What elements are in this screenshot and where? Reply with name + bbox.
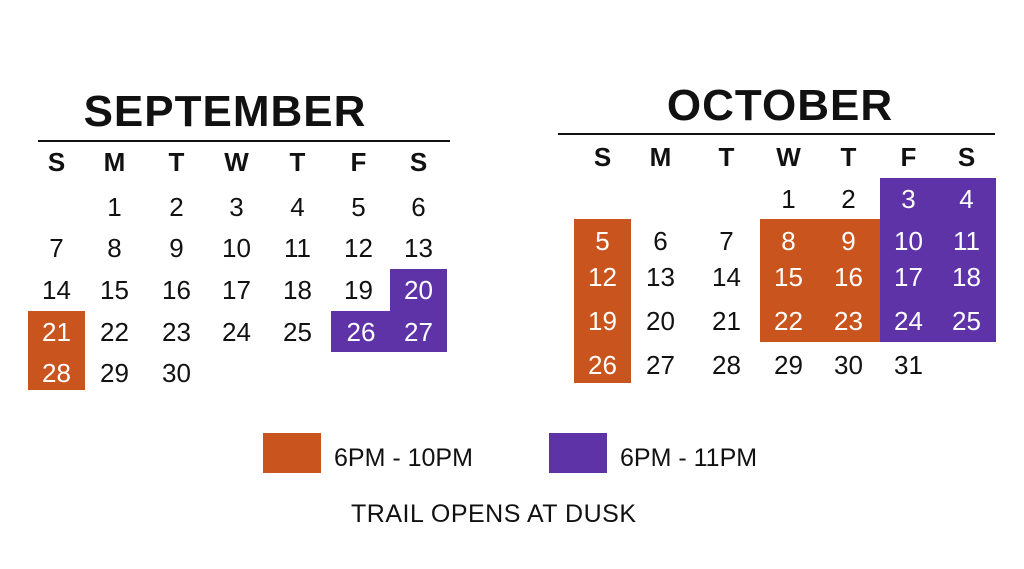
oct-day-26: 26 (588, 350, 617, 380)
sep-weekday-sat: S (409, 147, 428, 177)
sep-day-9: 9 (169, 233, 184, 263)
oct-day-16: 16 (834, 262, 863, 292)
oct-day-30: 30 (834, 350, 863, 380)
oct-day-6: 6 (653, 226, 668, 256)
oct-weekday-wed: W (776, 142, 801, 172)
oct-highlight-fri-sat (880, 219, 996, 342)
sep-weekday-fri: F (350, 147, 367, 177)
oct-day-4: 4 (959, 184, 974, 214)
sep-day-30: 30 (162, 358, 191, 388)
oct-day-13: 13 (646, 262, 675, 292)
oct-day-11: 11 (953, 226, 980, 256)
sep-day-24: 24 (222, 317, 251, 347)
sep-day-5: 5 (351, 192, 366, 222)
legend-orange-swatch (263, 433, 321, 473)
oct-day-21: 21 (712, 306, 741, 336)
oct-day-1: 1 (781, 184, 796, 214)
oct-day-3: 3 (901, 184, 916, 214)
sep-day-12: 12 (344, 233, 373, 263)
oct-day-22: 22 (774, 306, 803, 336)
sep-day-25: 25 (283, 317, 312, 347)
sep-day-19: 19 (344, 275, 373, 305)
october-title: OCTOBER (666, 81, 894, 130)
sep-day-6: 6 (411, 192, 426, 222)
trail-opens-note: TRAIL OPENS AT DUSK (351, 500, 637, 528)
sep-day-1: 1 (107, 192, 122, 222)
oct-weekday-sun: S (593, 142, 612, 172)
oct-highlight-wed-thu (760, 219, 880, 342)
oct-day-15: 15 (774, 262, 803, 292)
oct-day-28: 28 (712, 350, 741, 380)
oct-highlight-fri-sat-top (880, 178, 996, 219)
oct-highlight-sun (574, 219, 631, 383)
sep-highlight-26 (331, 311, 391, 352)
oct-day-25: 25 (952, 306, 981, 336)
oct-day-18: 18 (952, 262, 981, 292)
oct-weekday-sat: S (957, 142, 976, 172)
oct-day-8: 8 (781, 226, 796, 256)
sep-day-8: 8 (107, 233, 122, 263)
sep-weekday-wed: W (224, 147, 249, 177)
oct-day-20: 20 (646, 306, 675, 336)
legend-purple-swatch (549, 433, 607, 473)
september-title-rule (38, 140, 450, 142)
sep-day-10: 10 (222, 233, 251, 263)
oct-day-27: 27 (646, 350, 675, 380)
oct-day-23: 23 (834, 306, 863, 336)
oct-day-31: 31 (894, 350, 923, 380)
oct-day-14: 14 (712, 262, 741, 292)
october-title-rule (558, 133, 995, 135)
sep-day-20: 20 (404, 275, 433, 305)
oct-day-2: 2 (841, 184, 856, 214)
legend-orange-label: 6PM - 10PM (334, 444, 473, 472)
oct-weekday-thu: T (840, 142, 857, 172)
sep-day-7: 7 (49, 233, 64, 263)
sep-day-21: 21 (42, 317, 71, 347)
sep-day-17: 17 (222, 275, 251, 305)
sep-day-28: 28 (42, 358, 71, 388)
sep-day-16: 16 (162, 275, 191, 305)
oct-day-9: 9 (841, 226, 856, 256)
oct-day-7: 7 (719, 226, 734, 256)
oct-day-12: 12 (588, 262, 617, 292)
legend-purple-label: 6PM - 11PM (620, 444, 758, 472)
sep-day-15: 15 (100, 275, 129, 305)
sep-day-29: 29 (100, 358, 129, 388)
september-title: SEPTEMBER (83, 87, 367, 136)
sep-weekday-mon: M (103, 147, 126, 177)
oct-weekday-tue: T (718, 142, 735, 172)
oct-day-19: 19 (588, 306, 617, 336)
oct-day-5: 5 (595, 226, 610, 256)
sep-highlight-20-27 (390, 269, 447, 352)
sep-day-14: 14 (42, 275, 71, 305)
sep-day-23: 23 (162, 317, 191, 347)
sep-highlight-21-28 (28, 311, 85, 390)
oct-day-17: 17 (894, 262, 923, 292)
sep-day-27: 27 (404, 317, 433, 347)
oct-day-24: 24 (894, 306, 923, 336)
oct-weekday-fri: F (900, 142, 917, 172)
oct-day-10: 10 (894, 226, 923, 256)
sep-day-4: 4 (290, 192, 305, 222)
sep-weekday-tue: T (168, 147, 185, 177)
sep-day-3: 3 (229, 192, 244, 222)
oct-weekday-mon: M (649, 142, 672, 172)
sep-day-2: 2 (169, 192, 184, 222)
sep-day-13: 13 (404, 233, 433, 263)
sep-weekday-sun: S (47, 147, 66, 177)
sep-day-11: 11 (284, 233, 311, 263)
sep-day-18: 18 (283, 275, 312, 305)
sep-day-22: 22 (100, 317, 129, 347)
sep-weekday-thu: T (289, 147, 306, 177)
oct-day-29: 29 (774, 350, 803, 380)
sep-day-26: 26 (346, 317, 376, 347)
